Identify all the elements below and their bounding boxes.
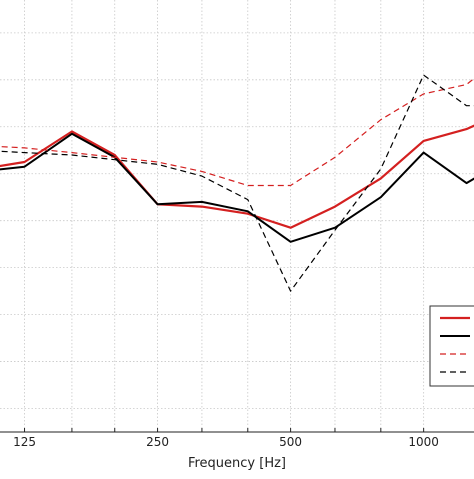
x-tick-label: 250: [146, 435, 169, 449]
series-line-1: [0, 124, 474, 229]
x-tick-label: 500: [279, 435, 302, 449]
grid-layer: [0, 0, 474, 433]
series-line-4: [0, 74, 474, 292]
x-tick-label: 1000: [408, 435, 439, 449]
x-tick-label: 125: [13, 435, 36, 449]
series-layer: [0, 74, 474, 292]
legend: [429, 305, 474, 387]
x-tick-labels: 125 250 500 1000: [13, 435, 439, 449]
x-axis-title: Frequency [Hz]: [188, 456, 286, 471]
series-line-3: [0, 77, 474, 187]
series-line-2: [0, 132, 474, 243]
legend-box: [429, 305, 474, 387]
